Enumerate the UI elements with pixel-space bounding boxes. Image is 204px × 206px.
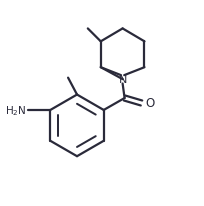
Text: H$_2$N: H$_2$N bbox=[5, 104, 27, 117]
Text: N: N bbox=[118, 75, 127, 85]
Text: O: O bbox=[145, 97, 155, 110]
